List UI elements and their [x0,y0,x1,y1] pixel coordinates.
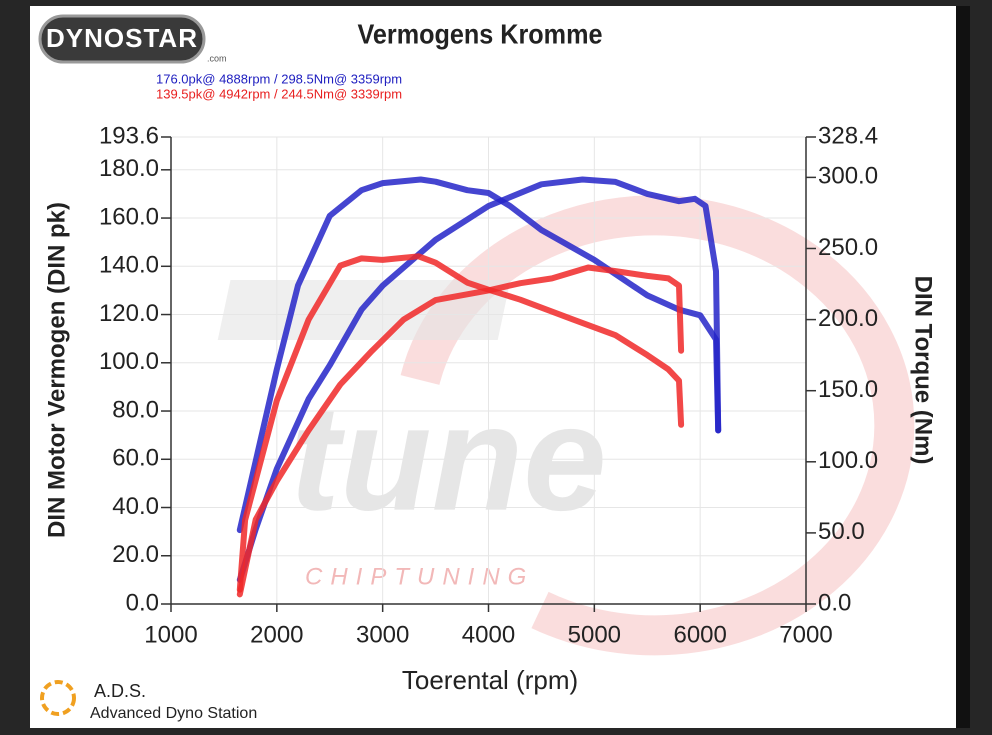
logo-suffix: .com [207,53,227,63]
footer-short: A.D.S. [94,681,146,701]
series-line [236,176,722,583]
y-tick-label: 80.0 [112,396,159,423]
y-tick-label: 20.0 [112,541,159,568]
footer-long: Advanced Dyno Station [90,705,257,722]
x-tick-label: 7000 [779,621,832,648]
y-tick-label: 160.0 [99,203,159,230]
y-axis-label: DIN Motor Vermogen (DIN pk) [43,202,70,538]
y-tick-label: 180.0 [99,155,159,182]
x-tick-label: 5000 [568,621,621,648]
watermark-brand: tune [290,374,607,542]
y2-tick-label: 150.0 [818,376,878,403]
y2-tick-label: 100.0 [818,447,878,474]
watermark-tagline: CHIPTUNING [305,563,534,590]
y-tick-label: 140.0 [99,252,159,279]
y-tick-label: 100.0 [99,348,159,375]
logo: DYNOSTAR .com [38,14,227,64]
annotation: 176.0pk@ 4888rpm / 298.5Nm@ 3359rpm [156,71,402,86]
logo-badge [38,14,206,64]
panel [30,6,956,728]
y-tick-label: 40.0 [112,493,159,520]
x-tick-label: 6000 [673,621,726,648]
annotation: 139.5pk@ 4942rpm / 244.5Nm@ 3339rpm [156,86,402,101]
y-tick-label: 120.0 [99,300,159,327]
y2-tick-label: 250.0 [818,234,878,261]
footer-icon [40,680,76,716]
watermark-arc [400,195,915,656]
y-tick-label: 0.0 [126,589,159,616]
x-tick-label: 4000 [462,621,515,648]
logo-name: DYNOSTAR [46,23,198,53]
y2-tick-label: 200.0 [818,305,878,332]
series-line [236,253,685,593]
x-tick-label: 2000 [250,621,303,648]
y2-tick-label: 0.0 [818,589,851,616]
y-tick-label: 193.6 [99,122,159,149]
series-line [236,264,685,598]
y2-axis-label: DIN Torque (Nm) [910,276,937,465]
scroll-strip [956,6,970,728]
x-tick-label: 1000 [144,621,197,648]
x-tick-label: 3000 [356,621,409,648]
y2-tick-label: 300.0 [818,163,878,190]
plot: 1000 2000 3000 4000 5000 6000 7000 0.0 20.0 40.0 6… [99,122,878,648]
y2-tick-label: 50.0 [818,518,865,545]
y-tick-label: 60.0 [112,445,159,472]
chart-title: Vermogens Kromme [358,18,603,50]
y2-tick-label: 328.4 [818,122,878,149]
footer: A.D.S. Advanced Dyno Station [40,680,257,722]
x-axis-label: Toerental (rpm) [402,665,578,695]
